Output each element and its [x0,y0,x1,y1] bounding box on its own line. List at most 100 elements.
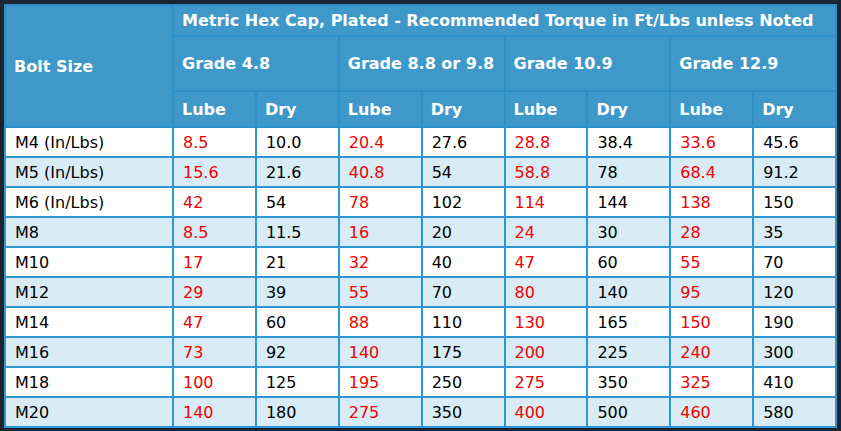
bolt-size-header: Bolt Size [5,5,173,127]
dry-value-cell: 300 [753,337,836,367]
bolt-size-cell: M12 [5,277,173,307]
grade-12-9-header: Grade 12.9 [670,36,836,91]
table-row: M167392140175200225240300 [5,337,836,367]
lube-value-cell: 58.8 [505,157,588,187]
lube-value-cell: 240 [670,337,753,367]
dry-value-cell: 60 [587,247,670,277]
grade-8-8-or-9-8-header: Grade 8.8 or 9.8 [339,36,505,91]
lube-value-cell: 140 [173,397,256,427]
dry-value-cell: 70 [422,277,505,307]
dry-value-cell: 120 [753,277,836,307]
lube-value-cell: 275 [505,367,588,397]
dry-value-cell: 225 [587,337,670,367]
dry-value-cell: 27.6 [422,127,505,157]
dry-value-cell: 54 [422,157,505,187]
lube-value-cell: 55 [670,247,753,277]
lube-value-cell: 42 [173,187,256,217]
lube-value-cell: 275 [339,397,422,427]
bolt-size-cell: M6 (In/Lbs) [5,187,173,217]
lube-value-cell: 28 [670,217,753,247]
lube-value-cell: 28.8 [505,127,588,157]
lube-value-cell: 55 [339,277,422,307]
bolt-size-cell: M10 [5,247,173,277]
dry-value-cell: 35 [753,217,836,247]
lube-header: Lube [173,91,256,127]
lube-value-cell: 150 [670,307,753,337]
lube-value-cell: 130 [505,307,588,337]
dry-value-cell: 140 [587,277,670,307]
dry-value-cell: 110 [422,307,505,337]
lube-value-cell: 47 [505,247,588,277]
lube-value-cell: 100 [173,367,256,397]
dry-value-cell: 350 [587,367,670,397]
lube-value-cell: 32 [339,247,422,277]
lube-value-cell: 16 [339,217,422,247]
dry-value-cell: 175 [422,337,505,367]
dry-value-cell: 11.5 [256,217,339,247]
bolt-size-cell: M16 [5,337,173,367]
dry-value-cell: 60 [256,307,339,337]
grade-10-9-header: Grade 10.9 [505,36,671,91]
dry-value-cell: 21.6 [256,157,339,187]
lube-value-cell: 138 [670,187,753,217]
lube-value-cell: 88 [339,307,422,337]
lube-value-cell: 29 [173,277,256,307]
dry-value-cell: 38.4 [587,127,670,157]
dry-value-cell: 190 [753,307,836,337]
dry-header: Dry [587,91,670,127]
lube-header: Lube [670,91,753,127]
dry-value-cell: 165 [587,307,670,337]
lube-value-cell: 8.5 [173,127,256,157]
table-row: M20140180275350400500460580 [5,397,836,427]
lube-value-cell: 325 [670,367,753,397]
torque-table-container: Bolt Size Metric Hex Cap, Plated - Recom… [0,0,841,431]
lube-value-cell: 8.5 [173,217,256,247]
torque-table: Bolt Size Metric Hex Cap, Plated - Recom… [4,4,837,428]
lube-header: Lube [339,91,422,127]
lube-value-cell: 95 [670,277,753,307]
dry-value-cell: 180 [256,397,339,427]
dry-value-cell: 350 [422,397,505,427]
dry-value-cell: 40 [422,247,505,277]
table-row: M5 (In/Lbs)15.621.640.85458.87868.491.2 [5,157,836,187]
dry-value-cell: 21 [256,247,339,277]
lube-value-cell: 73 [173,337,256,367]
dry-value-cell: 39 [256,277,339,307]
lube-value-cell: 195 [339,367,422,397]
dry-value-cell: 45.6 [753,127,836,157]
table-row: M6 (In/Lbs)425478102114144138150 [5,187,836,217]
lube-header: Lube [505,91,588,127]
dry-value-cell: 144 [587,187,670,217]
dry-value-cell: 150 [753,187,836,217]
dry-value-cell: 250 [422,367,505,397]
lube-value-cell: 33.6 [670,127,753,157]
bolt-size-cell: M14 [5,307,173,337]
lube-value-cell: 24 [505,217,588,247]
dry-value-cell: 30 [587,217,670,247]
grade-4-8-header: Grade 4.8 [173,36,339,91]
dry-value-cell: 54 [256,187,339,217]
table-row: M101721324047605570 [5,247,836,277]
table-header: Bolt Size Metric Hex Cap, Plated - Recom… [5,5,836,127]
table-row: M12293955708014095120 [5,277,836,307]
table-row: M4 (In/Lbs)8.510.020.427.628.838.433.645… [5,127,836,157]
dry-header: Dry [422,91,505,127]
dry-value-cell: 102 [422,187,505,217]
lube-value-cell: 460 [670,397,753,427]
title-row: Bolt Size Metric Hex Cap, Plated - Recom… [5,5,836,36]
dry-value-cell: 10.0 [256,127,339,157]
dry-header: Dry [256,91,339,127]
dry-value-cell: 580 [753,397,836,427]
lube-value-cell: 114 [505,187,588,217]
bolt-size-cell: M18 [5,367,173,397]
lube-value-cell: 20.4 [339,127,422,157]
lube-value-cell: 140 [339,337,422,367]
lube-value-cell: 80 [505,277,588,307]
lube-value-cell: 17 [173,247,256,277]
bolt-size-cell: M4 (In/Lbs) [5,127,173,157]
table-row: M18100125195250275350325410 [5,367,836,397]
dry-value-cell: 78 [587,157,670,187]
bolt-size-cell: M20 [5,397,173,427]
lube-value-cell: 40.8 [339,157,422,187]
lube-value-cell: 47 [173,307,256,337]
